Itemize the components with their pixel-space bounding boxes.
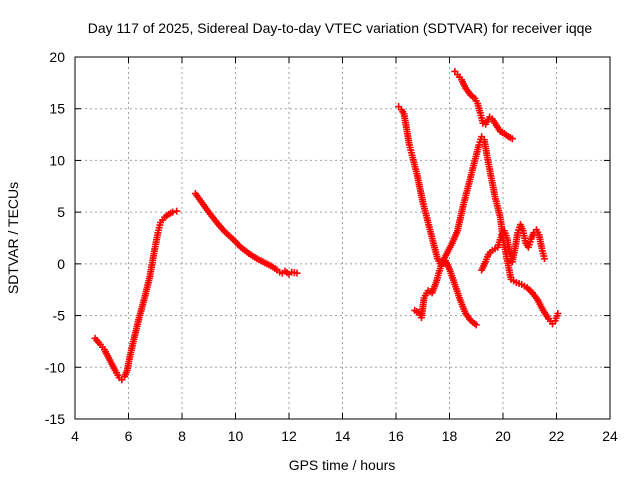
x-tick-label: 20 (495, 428, 511, 444)
data-point (472, 321, 480, 329)
x-tick-label: 12 (281, 428, 297, 444)
x-tick-label: 14 (335, 428, 351, 444)
x-tick-label: 6 (125, 428, 133, 444)
data-series (91, 67, 562, 384)
data-point (173, 207, 181, 215)
series-arc-5 (451, 67, 516, 143)
y-tick-label: 15 (49, 101, 65, 117)
x-tick-label: 10 (228, 428, 244, 444)
axis-ticks: 4 6 8 10 12 14 16 18 20 22 24 -15 -10 -5 0 5 10 15 20 (45, 49, 618, 444)
y-tick-label: -10 (45, 359, 65, 375)
series-arc-4 (411, 133, 562, 328)
x-tick-label: 24 (602, 428, 618, 444)
series-arc-2 (191, 190, 301, 278)
chart-title: Day 117 of 2025, Sidereal Day-to-day VTE… (88, 20, 593, 36)
y-tick-label: 10 (49, 152, 65, 168)
y-tick-label: 0 (57, 256, 65, 272)
y-axis-label: SDTVAR / TECUs (5, 182, 21, 294)
x-tick-label: 18 (442, 428, 458, 444)
x-tick-label: 16 (388, 428, 404, 444)
y-tick-label: 5 (57, 204, 65, 220)
data-point (169, 208, 177, 216)
x-tick-label: 8 (178, 428, 186, 444)
data-point (540, 255, 548, 263)
series-arc-3 (395, 103, 480, 329)
y-tick-label: -5 (53, 308, 66, 324)
data-point (554, 310, 562, 318)
x-tick-label: 22 (549, 428, 565, 444)
x-tick-label: 4 (71, 428, 79, 444)
y-tick-label: -15 (45, 411, 65, 427)
x-axis-label: GPS time / hours (289, 457, 396, 473)
data-point (293, 269, 301, 277)
grid-lines (75, 57, 610, 419)
series-arc-1 (91, 207, 181, 384)
y-tick-label: 20 (49, 49, 65, 65)
series-arc-6 (478, 221, 548, 274)
data-point (508, 135, 516, 143)
